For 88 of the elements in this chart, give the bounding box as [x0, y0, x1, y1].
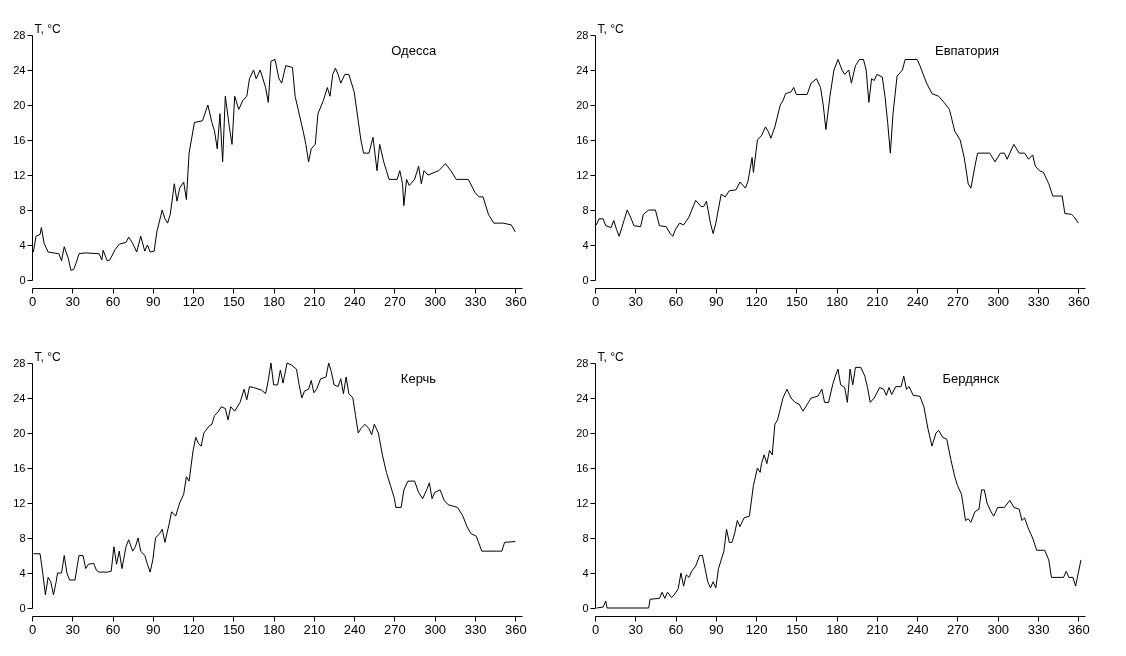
- x-tick-label: 300: [424, 293, 447, 309]
- x-tick-label: 270: [384, 621, 406, 637]
- y-tick-label: 12: [576, 496, 589, 509]
- x-tick-label: 210: [866, 621, 889, 637]
- y-tick-label: 28: [576, 28, 589, 41]
- x-tick-label: 360: [1067, 621, 1090, 637]
- y-tick-label: 12: [13, 496, 26, 509]
- y-tick-label: 20: [13, 426, 26, 439]
- x-tick-label: 240: [343, 621, 366, 637]
- y-tick-label: 24: [576, 63, 589, 76]
- y-tick-label: 4: [19, 238, 26, 251]
- x-tick-label: 300: [424, 621, 447, 637]
- x-tick-label: 30: [628, 621, 644, 637]
- y-tick-label: 8: [19, 531, 26, 544]
- x-tick-label: 240: [906, 293, 929, 309]
- y-tick-label: 28: [13, 356, 26, 369]
- x-tick-label: 270: [947, 293, 969, 309]
- x-tick-label: 90: [709, 621, 724, 637]
- x-tick-label: 210: [303, 293, 326, 309]
- y-tick-label: 0: [19, 273, 26, 286]
- x-tick-label: 60: [105, 293, 121, 309]
- x-tick-label: 30: [65, 621, 81, 637]
- y-tick-label: 4: [582, 238, 589, 251]
- x-tick-label: 120: [745, 293, 768, 309]
- y-tick-label: 16: [13, 133, 26, 146]
- x-tick-label: 90: [146, 621, 161, 637]
- x-tick-label: 180: [826, 293, 848, 309]
- y-tick-label: 16: [576, 461, 589, 474]
- y-axis-title: T, °C: [597, 21, 624, 36]
- text: Евпатория: [934, 43, 1000, 58]
- y-tick-label: 12: [576, 168, 589, 181]
- y-tick-label: 24: [13, 391, 26, 404]
- x-tick-label: 360: [504, 621, 527, 637]
- text: Бердянск: [942, 371, 1000, 386]
- y-tick-label: 20: [576, 426, 589, 439]
- x-tick-label: 60: [668, 293, 684, 309]
- x-tick-label: 240: [343, 293, 366, 309]
- x-tick-label: 120: [182, 621, 205, 637]
- x-tick-label: 300: [987, 621, 1010, 637]
- x-tick-label: 180: [263, 293, 285, 309]
- x-tick-label: 120: [745, 621, 768, 637]
- x-tick-label: 300: [987, 293, 1010, 309]
- y-axis-title: T, °C: [597, 349, 624, 364]
- x-tick-label: 90: [709, 293, 724, 309]
- x-tick-label: 120: [182, 293, 205, 309]
- x-tick-label: 150: [786, 621, 808, 637]
- y-tick-label: 28: [13, 28, 26, 41]
- y-tick-label: 8: [582, 531, 589, 544]
- x-tick-label: 180: [826, 621, 848, 637]
- x-tick-label: 330: [1027, 293, 1050, 309]
- x-tick-label: 360: [1067, 293, 1090, 309]
- x-tick-label: 150: [223, 621, 245, 637]
- x-tick-label: 270: [947, 621, 969, 637]
- x-tick-label: 240: [906, 621, 929, 637]
- y-tick-label: 4: [582, 566, 589, 579]
- x-tick-label: 360: [504, 293, 527, 309]
- y-tick-label: 16: [13, 461, 26, 474]
- x-tick-label: 30: [628, 293, 644, 309]
- x-tick-label: 330: [464, 621, 487, 637]
- x-tick-label: 60: [105, 621, 121, 637]
- y-tick-label: 24: [576, 391, 589, 404]
- y-tick-label: 12: [13, 168, 26, 181]
- x-tick-label: 270: [384, 293, 406, 309]
- y-tick-label: 20: [13, 98, 26, 111]
- x-tick-label: 330: [1027, 621, 1050, 637]
- x-tick-label: 90: [146, 293, 161, 309]
- x-tick-label: 210: [866, 293, 889, 309]
- y-tick-label: 0: [582, 273, 589, 286]
- text: Керчь: [400, 371, 437, 386]
- y-axis-title: T, °C: [34, 21, 61, 36]
- x-tick-label: 180: [263, 621, 285, 637]
- x-tick-label: 150: [786, 293, 808, 309]
- x-tick-label: 210: [303, 621, 326, 637]
- y-tick-label: 28: [576, 356, 589, 369]
- y-tick-label: 24: [13, 63, 26, 76]
- y-tick-label: 4: [19, 566, 26, 579]
- x-tick-label: 60: [668, 621, 684, 637]
- y-tick-label: 16: [576, 133, 589, 146]
- x-tick-label: 150: [223, 293, 245, 309]
- text: Одесса: [391, 43, 437, 58]
- y-tick-label: 0: [19, 601, 26, 614]
- x-tick-label: 30: [65, 293, 81, 309]
- y-tick-label: 0: [582, 601, 589, 614]
- y-tick-label: 8: [19, 203, 26, 216]
- x-tick-label: 330: [464, 293, 487, 309]
- y-tick-label: 20: [576, 98, 589, 111]
- y-tick-label: 8: [582, 203, 589, 216]
- y-axis-title: T, °C: [34, 349, 61, 364]
